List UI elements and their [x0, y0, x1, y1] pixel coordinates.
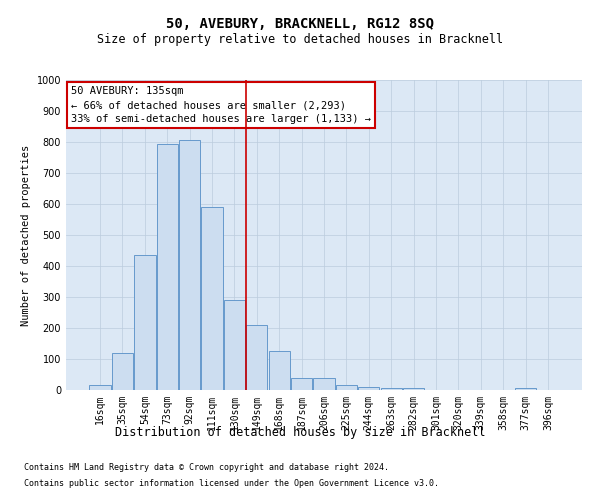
Bar: [515, 388, 536, 390]
Bar: [134, 255, 155, 390]
Text: Contains public sector information licensed under the Open Government Licence v3: Contains public sector information licen…: [24, 478, 439, 488]
Bar: [202, 207, 223, 390]
Bar: [358, 387, 379, 390]
Bar: [336, 386, 357, 390]
Bar: [179, 140, 200, 390]
Bar: [224, 300, 245, 390]
Bar: [112, 353, 133, 390]
Bar: [291, 378, 312, 390]
Bar: [380, 388, 402, 390]
Text: Size of property relative to detached houses in Bracknell: Size of property relative to detached ho…: [97, 32, 503, 46]
Bar: [269, 351, 290, 390]
Text: Distribution of detached houses by size in Bracknell: Distribution of detached houses by size …: [115, 426, 485, 439]
Text: Contains HM Land Registry data © Crown copyright and database right 2024.: Contains HM Land Registry data © Crown c…: [24, 464, 389, 472]
Bar: [89, 386, 111, 390]
Bar: [403, 388, 424, 390]
Bar: [313, 378, 335, 390]
Bar: [246, 325, 268, 390]
Bar: [157, 144, 178, 390]
Text: 50 AVEBURY: 135sqm
← 66% of detached houses are smaller (2,293)
33% of semi-deta: 50 AVEBURY: 135sqm ← 66% of detached hou…: [71, 86, 371, 124]
Text: 50, AVEBURY, BRACKNELL, RG12 8SQ: 50, AVEBURY, BRACKNELL, RG12 8SQ: [166, 18, 434, 32]
Y-axis label: Number of detached properties: Number of detached properties: [21, 144, 31, 326]
